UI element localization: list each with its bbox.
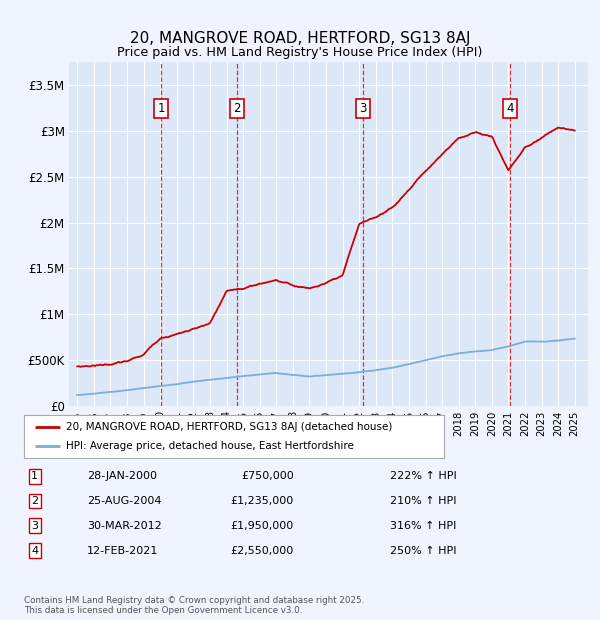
Text: 25-AUG-2004: 25-AUG-2004	[87, 496, 161, 506]
Text: Contains HM Land Registry data © Crown copyright and database right 2025.
This d: Contains HM Land Registry data © Crown c…	[24, 596, 364, 615]
Text: 12-FEB-2021: 12-FEB-2021	[87, 546, 158, 556]
Text: 3: 3	[359, 102, 367, 115]
Text: 3: 3	[31, 521, 38, 531]
Text: 2: 2	[233, 102, 241, 115]
Text: 1: 1	[31, 471, 38, 481]
Text: £1,235,000: £1,235,000	[231, 496, 294, 506]
Text: £1,950,000: £1,950,000	[231, 521, 294, 531]
Text: 1: 1	[158, 102, 165, 115]
Text: HPI: Average price, detached house, East Hertfordshire: HPI: Average price, detached house, East…	[66, 441, 354, 451]
Text: 30-MAR-2012: 30-MAR-2012	[87, 521, 162, 531]
Text: £2,550,000: £2,550,000	[231, 546, 294, 556]
Text: £750,000: £750,000	[241, 471, 294, 481]
Text: 28-JAN-2000: 28-JAN-2000	[87, 471, 157, 481]
Text: 4: 4	[31, 546, 38, 556]
Text: Price paid vs. HM Land Registry's House Price Index (HPI): Price paid vs. HM Land Registry's House …	[118, 46, 482, 58]
Text: 250% ↑ HPI: 250% ↑ HPI	[390, 546, 457, 556]
Text: 20, MANGROVE ROAD, HERTFORD, SG13 8AJ (detached house): 20, MANGROVE ROAD, HERTFORD, SG13 8AJ (d…	[66, 422, 392, 432]
Text: 4: 4	[506, 102, 514, 115]
Text: 222% ↑ HPI: 222% ↑ HPI	[390, 471, 457, 481]
Text: 210% ↑ HPI: 210% ↑ HPI	[390, 496, 457, 506]
Text: 316% ↑ HPI: 316% ↑ HPI	[390, 521, 457, 531]
Text: 2: 2	[31, 496, 38, 506]
Text: 20, MANGROVE ROAD, HERTFORD, SG13 8AJ: 20, MANGROVE ROAD, HERTFORD, SG13 8AJ	[130, 31, 470, 46]
